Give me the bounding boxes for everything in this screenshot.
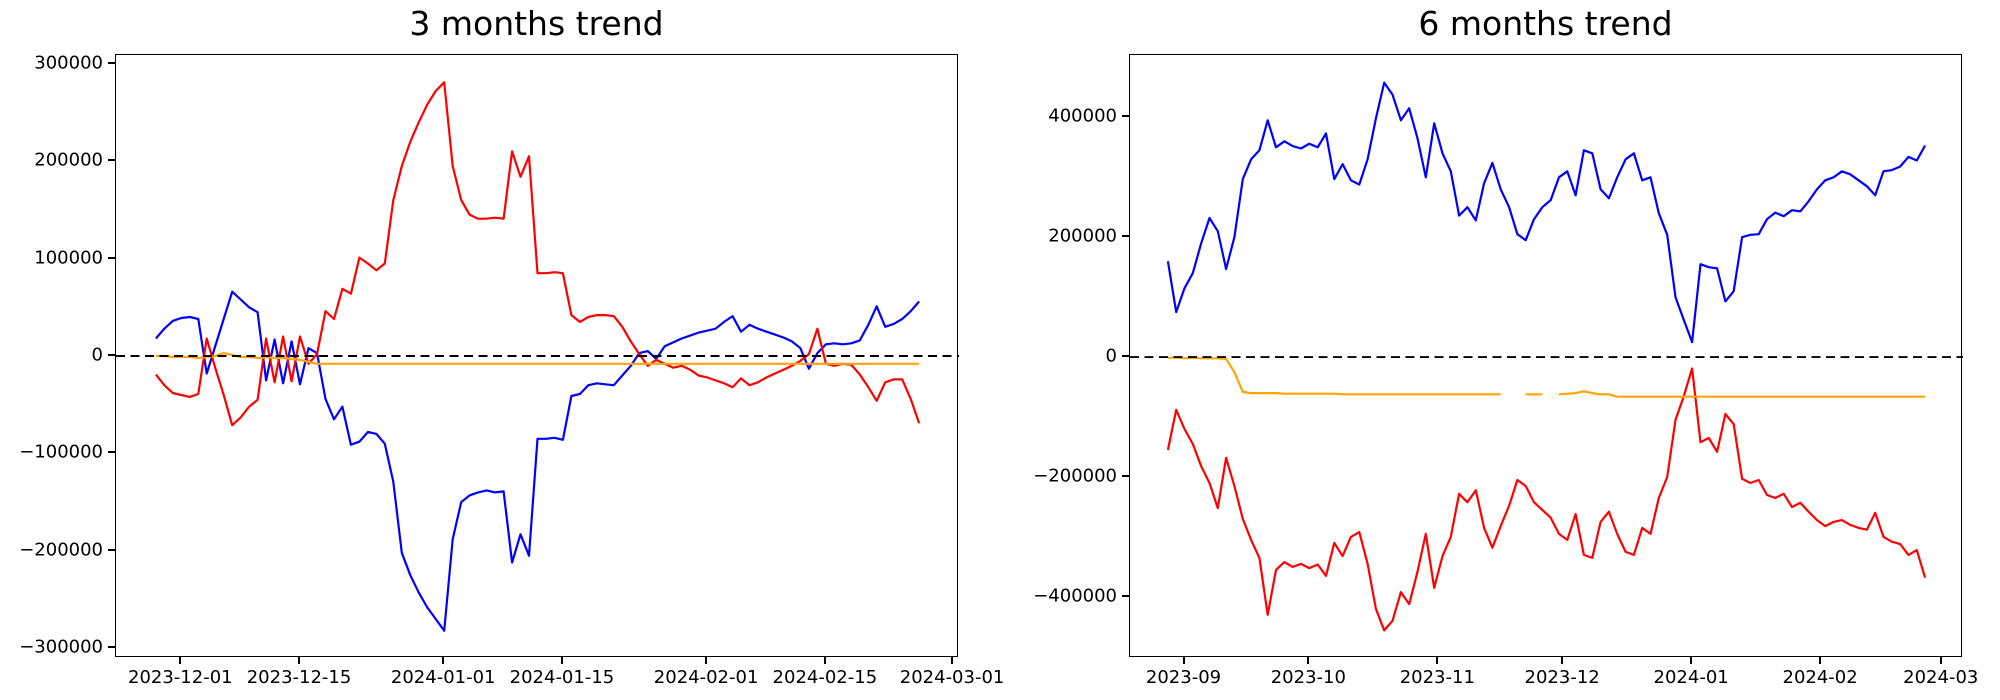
x-tick-label-left: 2024-01-15 (509, 667, 615, 688)
plot-svg-right (1130, 81, 1963, 632)
x-tick-label-left: 2024-03-01 (899, 667, 1005, 688)
x-tickmark-left (705, 657, 708, 664)
y-tick-label-left: 300000 (34, 52, 103, 74)
y-tick-label-left: 200000 (34, 149, 103, 171)
right-chart-title: 6 months trend (1418, 4, 1673, 43)
x-tickmark-right (1182, 657, 1185, 664)
orange-line-right (1167, 356, 1501, 396)
y-tick-label-right: −400000 (1033, 585, 1117, 607)
red-line-right (1166, 367, 1927, 632)
y-tickmark-right (1122, 235, 1129, 238)
y-tickmark-right (1122, 594, 1129, 597)
y-tickmark-left (108, 256, 115, 259)
plot-area-left (115, 54, 959, 657)
x-tick-label-left: 2023-12-15 (246, 667, 352, 688)
y-tickmark-right (1122, 474, 1129, 477)
x-tickmark-right (1939, 657, 1942, 664)
x-tick-label-left: 2024-02-01 (653, 667, 759, 688)
x-tickmark-left (179, 657, 182, 664)
y-tick-label-right: 400000 (1048, 105, 1117, 127)
x-tick-label-left: 2023-12-01 (127, 667, 233, 688)
orange-line-right (1558, 390, 1926, 398)
blue-line-left (155, 290, 920, 632)
x-tick-label-right: 2024-02 (1782, 667, 1858, 688)
y-tickmark-right (1122, 115, 1129, 118)
y-tick-label-left: 0 (91, 344, 103, 366)
y-tickmark-left (108, 159, 115, 162)
y-tick-label-right: −200000 (1033, 465, 1117, 487)
y-tickmark-left (108, 646, 115, 649)
x-tickmark-left (823, 657, 826, 664)
plot-area-right (1129, 54, 1963, 657)
x-tick-label-right: 2023-10 (1270, 667, 1346, 688)
plot-svg-left (116, 81, 959, 632)
x-tickmark-right (1561, 657, 1564, 664)
x-tickmark-left (560, 657, 563, 664)
y-tickmark-left (108, 354, 115, 356)
x-tick-label-right: 2023-12 (1524, 667, 1600, 688)
x-tick-label-right: 2024-03 (1903, 667, 1979, 688)
x-tick-label-right: 2023-11 (1399, 667, 1475, 688)
x-tick-label-right: 2023-09 (1145, 667, 1222, 688)
x-tickmark-right (1690, 657, 1693, 664)
y-tickmark-left (108, 451, 115, 454)
y-tickmark-right (1122, 355, 1129, 358)
x-tickmark-right (1307, 657, 1310, 664)
y-tick-label-right: 0 (1105, 345, 1117, 367)
y-tick-label-left: 100000 (34, 247, 103, 269)
x-tickmark-left (298, 657, 301, 664)
x-tick-label-left: 2024-02-15 (772, 667, 878, 688)
blue-line-right (1166, 81, 1927, 344)
y-tick-label-left: −200000 (19, 539, 103, 561)
y-tickmark-left (108, 61, 115, 64)
orange-line-left (155, 352, 920, 365)
y-tick-label-left: −100000 (19, 441, 103, 463)
x-tickmark-left (442, 657, 445, 664)
x-tickmark-right (1436, 657, 1439, 664)
x-tickmark-left (951, 657, 954, 664)
y-tick-label-left: −300000 (19, 636, 103, 658)
y-tick-label-right: 200000 (1048, 225, 1117, 247)
y-tickmark-left (108, 548, 115, 551)
red-line-left (155, 81, 921, 427)
x-tickmark-right (1819, 657, 1822, 664)
x-tick-label-right: 2024-01 (1653, 667, 1729, 688)
left-chart-title: 3 months trend (409, 4, 664, 43)
x-tick-label-left: 2024-01-01 (390, 667, 496, 688)
